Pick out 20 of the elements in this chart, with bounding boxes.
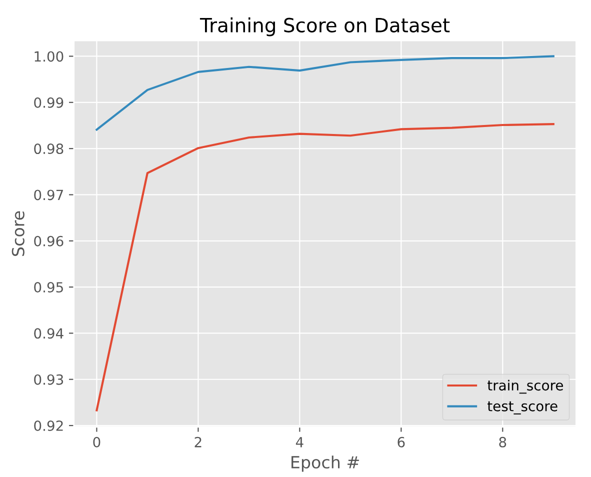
y-axis-title: Score bbox=[12, 211, 24, 256]
x-tick-label: 2 bbox=[194, 436, 202, 448]
y-tick-label: 0.97 bbox=[34, 190, 63, 200]
chart-title: Training Score on Dataset bbox=[200, 17, 450, 36]
y-tick-label: 0.95 bbox=[34, 282, 63, 293]
y-tick-label: 1.00 bbox=[34, 51, 64, 62]
y-tick-label: 0.94 bbox=[34, 328, 64, 339]
x-tick-label: 6 bbox=[398, 436, 405, 448]
y-tick-label: 0.92 bbox=[34, 420, 63, 432]
line-series bbox=[96, 55, 554, 131]
x-tick-label: 0 bbox=[93, 436, 100, 448]
y-tick-label: 0.99 bbox=[34, 97, 64, 108]
legend-label: test_score bbox=[488, 401, 558, 414]
y-tick-label: 0.98 bbox=[34, 144, 64, 154]
y-tick-label: 0.93 bbox=[34, 374, 64, 385]
x-axis-title: Epoch # bbox=[292, 456, 359, 472]
legend-label: train_score bbox=[488, 380, 563, 394]
x-tick-label: 8 bbox=[499, 436, 506, 448]
x-tick-label: 4 bbox=[296, 437, 304, 448]
y-tick-label: 0.96 bbox=[34, 236, 64, 246]
